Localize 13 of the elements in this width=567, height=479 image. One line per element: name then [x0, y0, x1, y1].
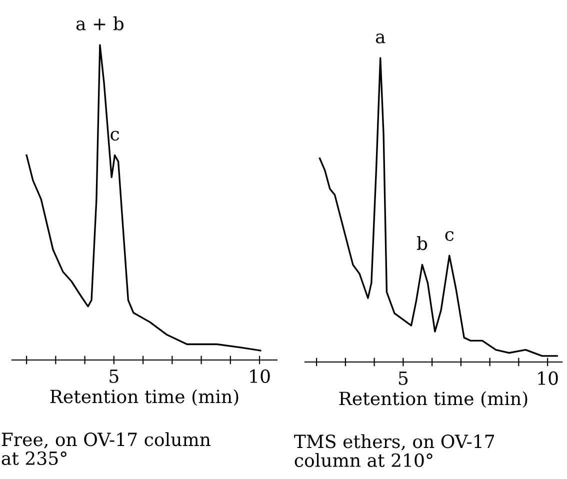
x-axis-title: Retention time (min)	[50, 389, 238, 406]
annotation: a	[376, 34, 386, 44]
text: TMS ethers, on OV-17 column at 210°	[294, 434, 494, 468]
annotation: c	[445, 231, 454, 241]
annotation: c	[110, 130, 120, 141]
x-tick-label: 5	[110, 370, 118, 384]
text: Free, on OV-17 column at 235°	[2, 432, 210, 466]
x-tick-label: 10	[250, 369, 270, 384]
x-tick-label: 10	[538, 371, 558, 386]
annotation: b	[416, 236, 428, 250]
x-tick-label: 5	[398, 372, 408, 386]
x-axis-title: Retention time (min)	[339, 391, 528, 408]
annotation: a + b	[76, 16, 124, 30]
